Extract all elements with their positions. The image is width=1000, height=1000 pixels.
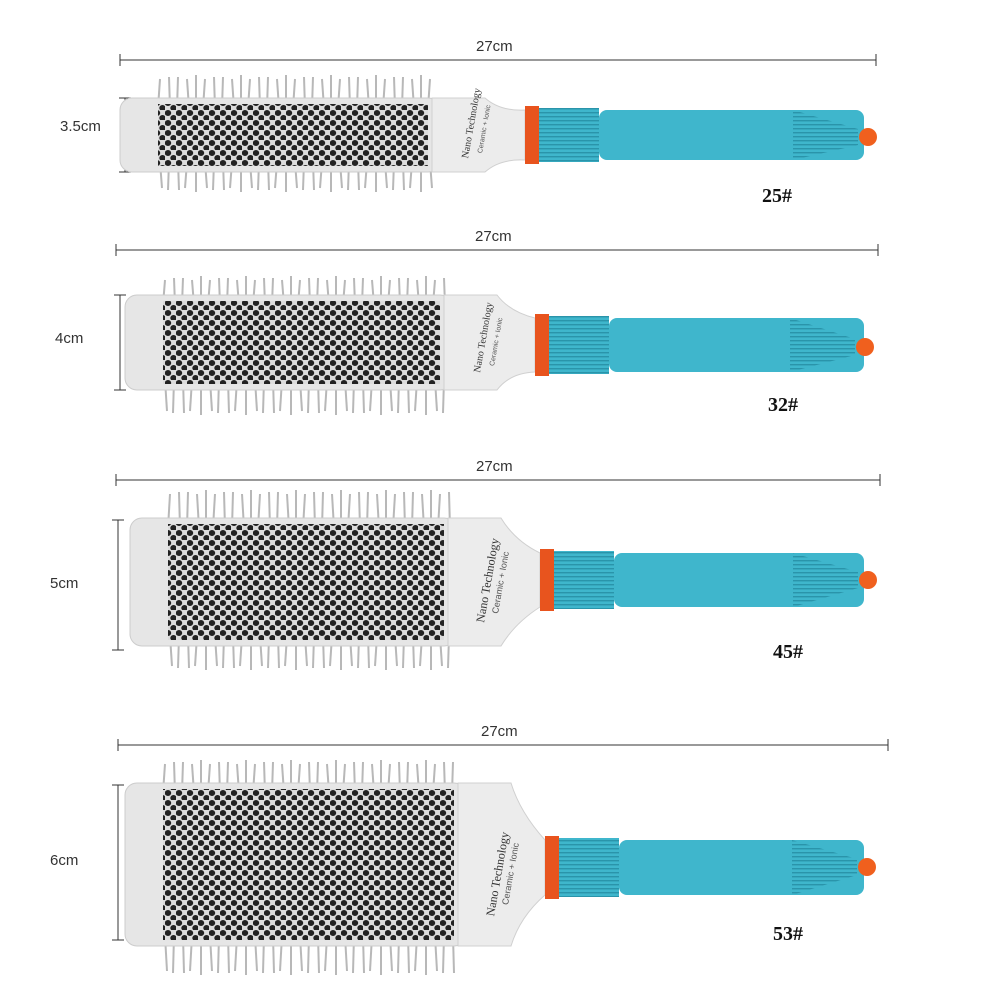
vented-barrel <box>168 524 444 640</box>
orange-band <box>540 549 554 611</box>
length-label: 27cm <box>476 458 513 475</box>
orange-band <box>545 836 559 899</box>
ribbed-grip <box>554 551 614 609</box>
ribbed-grip <box>549 316 609 374</box>
ribbed-grip <box>559 838 619 897</box>
size-label: 45# <box>773 641 803 663</box>
diameter-label: 4cm <box>55 330 84 347</box>
vented-barrel <box>163 789 454 940</box>
orange-tip <box>859 128 877 146</box>
vented-barrel <box>163 301 440 384</box>
orange-tip <box>859 571 877 589</box>
handle-end-ribs <box>793 553 858 607</box>
size-label: 32# <box>768 394 798 416</box>
handle-end-ribs <box>792 840 857 895</box>
ribbed-grip <box>539 108 599 162</box>
orange-band <box>525 106 539 164</box>
length-label: 27cm <box>476 38 513 55</box>
size-label: 25# <box>762 185 792 207</box>
diameter-label: 3.5cm <box>60 118 101 135</box>
orange-band <box>535 314 549 376</box>
diameter-label: 5cm <box>50 575 79 592</box>
handle-end-ribs <box>793 110 858 160</box>
diameter-label: 6cm <box>50 852 79 869</box>
length-label: 27cm <box>475 228 512 245</box>
vented-barrel <box>158 104 428 166</box>
length-label: 27cm <box>481 723 518 740</box>
orange-tip <box>858 858 876 876</box>
handle-end-ribs <box>790 318 855 372</box>
orange-tip <box>856 338 874 356</box>
size-label: 53# <box>773 923 803 945</box>
